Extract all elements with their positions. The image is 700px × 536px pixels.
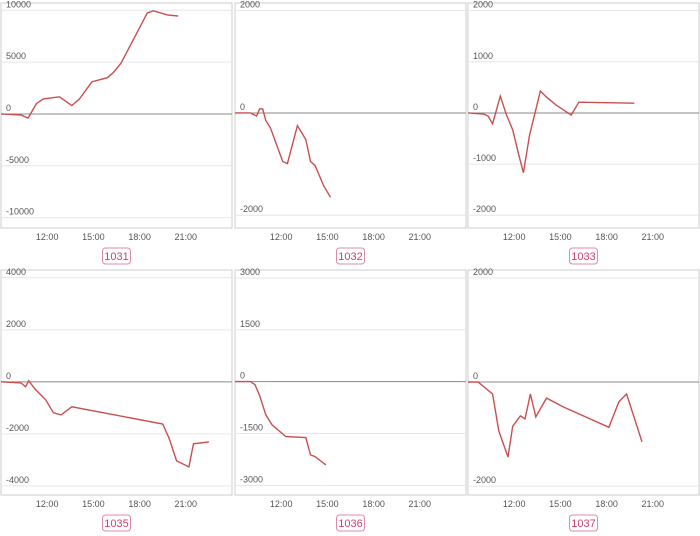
y-tick-label: -2000 bbox=[240, 204, 263, 214]
panel-label-button[interactable]: 1036 bbox=[336, 514, 365, 532]
x-tick-label: 21:00 bbox=[175, 232, 198, 242]
panel-label-button[interactable]: 1031 bbox=[102, 247, 131, 265]
x-tick-label: 21:00 bbox=[642, 499, 665, 509]
panel-label: 1035 bbox=[104, 518, 128, 530]
chart-panel: 4000 2000 0 -2000 -4000 12:00 15:00 18:00 21:00 1… bbox=[0, 267, 233, 532]
data-line bbox=[235, 380, 327, 466]
x-tick-label: 21:00 bbox=[409, 499, 432, 509]
y-tick-label: -2000 bbox=[473, 475, 496, 485]
x-tick-label: 12:00 bbox=[503, 232, 526, 242]
panel-label: 1036 bbox=[338, 518, 362, 530]
x-tick-label: 12:00 bbox=[503, 499, 526, 509]
plot-frame bbox=[467, 269, 700, 496]
y-tick-label: -1500 bbox=[240, 422, 263, 432]
y-tick-label: 0 bbox=[6, 371, 11, 381]
chart-panel: 2000 1000 0 -1000 -2000 12:00 15:00 18:00 21:00 1… bbox=[467, 0, 700, 265]
label-box bbox=[569, 247, 598, 265]
x-tick-label: 12:00 bbox=[36, 499, 59, 509]
y-tick-label: 2000 bbox=[473, 267, 493, 277]
y-tick-label: 0 bbox=[473, 371, 478, 381]
y-tick-label: 2000 bbox=[240, 0, 260, 10]
panel-label-button[interactable]: 1035 bbox=[102, 514, 131, 532]
panel-label-button[interactable]: 1032 bbox=[336, 247, 365, 265]
x-tick-label: 18:00 bbox=[595, 232, 618, 242]
x-tick-label: 21:00 bbox=[409, 232, 432, 242]
panel-label-button[interactable]: 1033 bbox=[569, 247, 598, 265]
y-tick-label: -10000 bbox=[6, 207, 34, 217]
panel-label: 1037 bbox=[571, 518, 595, 530]
panel-label: 1032 bbox=[338, 251, 362, 263]
data-line bbox=[0, 10, 179, 119]
x-tick-label: 18:00 bbox=[595, 499, 618, 509]
label-box bbox=[569, 514, 598, 532]
x-tick-label: 12:00 bbox=[270, 499, 293, 509]
y-tick-label: 1000 bbox=[473, 51, 493, 61]
data-line bbox=[468, 381, 643, 458]
plot-frame bbox=[467, 2, 700, 229]
plot-frame bbox=[234, 2, 467, 229]
data-line bbox=[235, 108, 332, 198]
data-line bbox=[467, 89, 635, 173]
label-box bbox=[336, 247, 365, 265]
chart-panel: 10000 5000 0 -5000 -10000 12:00 15:00 18:00 21:0… bbox=[0, 0, 233, 265]
panel-label: 1033 bbox=[571, 251, 595, 263]
y-tick-label: 0 bbox=[240, 102, 245, 112]
y-tick-label: 5000 bbox=[6, 51, 26, 61]
y-tick-label: -5000 bbox=[6, 155, 29, 165]
y-tick-label: 2000 bbox=[6, 319, 26, 329]
panel-label-button[interactable]: 1037 bbox=[569, 514, 598, 532]
data-line bbox=[0, 379, 209, 468]
x-tick-label: 12:00 bbox=[270, 232, 293, 242]
label-box bbox=[102, 514, 131, 532]
x-tick-label: 18:00 bbox=[128, 499, 151, 509]
plot-frame bbox=[0, 269, 233, 496]
label-box bbox=[102, 247, 131, 265]
plot-frame bbox=[234, 269, 467, 496]
x-tick-label: 18:00 bbox=[128, 232, 151, 242]
y-tick-label: -4000 bbox=[6, 475, 29, 485]
label-box bbox=[336, 514, 365, 532]
y-tick-label: 4000 bbox=[6, 267, 26, 277]
chart-panel: 2000 0 -2000 12:00 15:00 18:00 21:00 1032 bbox=[234, 0, 467, 265]
x-tick-label: 15:00 bbox=[82, 499, 105, 509]
x-tick-label: 21:00 bbox=[642, 232, 665, 242]
x-tick-label: 15:00 bbox=[316, 499, 339, 509]
y-tick-label: 1500 bbox=[240, 319, 260, 329]
x-tick-label: 12:00 bbox=[36, 232, 59, 242]
x-tick-label: 18:00 bbox=[362, 499, 385, 509]
panel-label: 1031 bbox=[104, 251, 128, 263]
y-tick-label: -1000 bbox=[473, 153, 496, 163]
y-tick-label: 2000 bbox=[473, 0, 493, 10]
x-tick-label: 15:00 bbox=[82, 232, 105, 242]
x-tick-label: 18:00 bbox=[362, 232, 385, 242]
y-tick-label: 0 bbox=[473, 102, 478, 112]
y-tick-label: 0 bbox=[6, 103, 11, 113]
y-tick-label: -3000 bbox=[240, 474, 263, 484]
chart-panel: 2000 0 -2000 12:00 15:00 18:00 21:00 1037 bbox=[467, 267, 700, 532]
y-tick-label: -2000 bbox=[473, 204, 496, 214]
x-tick-label: 15:00 bbox=[316, 232, 339, 242]
y-tick-label: -2000 bbox=[6, 423, 29, 433]
chart-panel: 3000 1500 0 -1500 -3000 12:00 15:00 18:00 21:00 1… bbox=[234, 267, 467, 532]
x-tick-label: 15:00 bbox=[549, 499, 572, 509]
plot-frame bbox=[0, 2, 233, 229]
x-tick-label: 21:00 bbox=[175, 499, 198, 509]
y-tick-label: 0 bbox=[240, 371, 245, 381]
x-tick-label: 15:00 bbox=[549, 232, 572, 242]
y-tick-label: 3000 bbox=[240, 267, 260, 277]
y-tick-label: 10000 bbox=[6, 0, 31, 9]
